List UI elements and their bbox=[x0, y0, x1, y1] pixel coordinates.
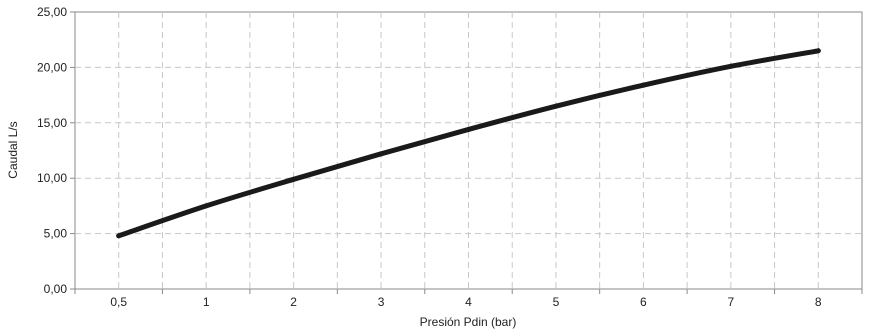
x-tick-label: 8 bbox=[815, 295, 822, 309]
data-point bbox=[728, 63, 734, 69]
axis-ticks bbox=[70, 11, 863, 294]
data-point bbox=[815, 48, 821, 54]
y-axis-title: Caudal L/s bbox=[6, 121, 20, 178]
data-point bbox=[553, 103, 559, 109]
data-point bbox=[640, 82, 646, 88]
data-point bbox=[291, 176, 297, 182]
x-axis-tick-labels: 0,5 1 2 3 4 5 6 7 8 bbox=[110, 295, 822, 309]
y-tick-label: 20,00 bbox=[37, 60, 67, 74]
x-axis-title: Presión Pdin (bar) bbox=[420, 315, 517, 329]
y-axis-tick-labels: 0,00 5,00 10,00 15,00 20,00 25,00 bbox=[37, 5, 67, 296]
x-tick-label: 4 bbox=[465, 295, 472, 309]
x-tick-label: 2 bbox=[290, 295, 297, 309]
y-tick-label: 10,00 bbox=[37, 171, 67, 185]
x-tick-label: 0,5 bbox=[110, 295, 127, 309]
x-tick-label: 5 bbox=[553, 295, 560, 309]
data-point bbox=[378, 151, 384, 157]
x-tick-label: 6 bbox=[640, 295, 647, 309]
y-tick-label: 5,00 bbox=[44, 227, 68, 241]
x-tick-label: 1 bbox=[203, 295, 210, 309]
x-tick-label: 3 bbox=[378, 295, 385, 309]
data-point bbox=[116, 233, 122, 239]
data-points bbox=[116, 48, 821, 239]
x-tick-label: 7 bbox=[727, 295, 734, 309]
y-tick-label: 25,00 bbox=[37, 5, 67, 19]
y-tick-label: 0,00 bbox=[44, 282, 68, 296]
data-point bbox=[466, 126, 471, 132]
y-tick-label: 15,00 bbox=[37, 116, 67, 130]
data-point bbox=[203, 203, 209, 209]
